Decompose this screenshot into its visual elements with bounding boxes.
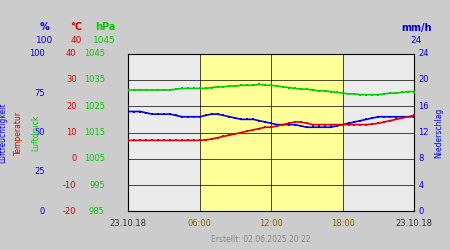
Text: 0: 0	[40, 207, 45, 216]
Text: 100: 100	[36, 36, 54, 45]
Text: 0: 0	[71, 154, 76, 163]
Text: Temperatur: Temperatur	[14, 110, 22, 154]
Text: 1045: 1045	[84, 49, 105, 58]
Text: 1035: 1035	[84, 76, 105, 84]
Text: Erstellt: 02.06.2025 20:22: Erstellt: 02.06.2025 20:22	[211, 235, 311, 244]
Text: Niederschlag: Niederschlag	[434, 108, 443, 158]
Text: 20: 20	[418, 76, 429, 84]
Text: 25: 25	[35, 168, 45, 176]
Text: 1045: 1045	[94, 36, 116, 45]
Text: 995: 995	[89, 180, 105, 190]
Text: -20: -20	[63, 207, 76, 216]
Text: 24: 24	[418, 49, 429, 58]
Text: 30: 30	[66, 76, 77, 84]
Text: 1025: 1025	[84, 102, 105, 111]
Text: 1005: 1005	[84, 154, 105, 163]
Text: 40: 40	[66, 49, 76, 58]
Text: 4: 4	[418, 180, 424, 190]
Text: 12: 12	[418, 128, 429, 137]
Text: Luftfeuchtigkeit: Luftfeuchtigkeit	[0, 102, 7, 163]
Text: hPa: hPa	[94, 22, 115, 32]
Text: 20: 20	[66, 102, 76, 111]
Text: °C: °C	[71, 22, 82, 32]
Text: -10: -10	[63, 180, 76, 190]
Text: %: %	[40, 22, 50, 32]
Bar	[200, 54, 342, 211]
Text: 985: 985	[89, 207, 105, 216]
Text: 75: 75	[34, 88, 45, 98]
Text: 100: 100	[29, 49, 45, 58]
Text: Luftdruck: Luftdruck	[32, 114, 40, 151]
Text: mm/h: mm/h	[401, 22, 432, 32]
Text: 8: 8	[418, 154, 424, 163]
Text: 16: 16	[418, 102, 429, 111]
Text: 10: 10	[66, 128, 76, 137]
Text: 24: 24	[410, 36, 422, 45]
Text: 50: 50	[35, 128, 45, 137]
Text: 1015: 1015	[84, 128, 105, 137]
Text: 0: 0	[418, 207, 424, 216]
Text: 40: 40	[71, 36, 82, 45]
